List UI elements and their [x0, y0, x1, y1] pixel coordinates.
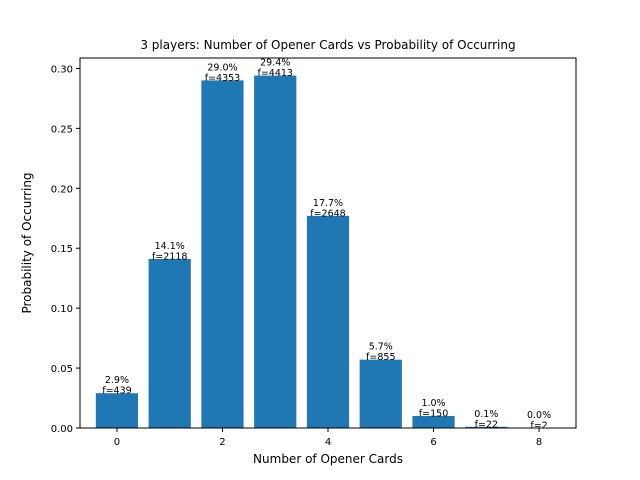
x-axis: 0 2 4 6 8: [114, 428, 542, 448]
bar-5: [359, 359, 402, 428]
bar-7: [465, 426, 508, 428]
bar-1: [148, 259, 191, 428]
bar-7-frequency-label: f=22: [475, 419, 498, 430]
bar-4-frequency-label: f=2648: [310, 208, 345, 219]
bar-1-frequency-label: f=2118: [152, 252, 187, 263]
bar-4: [306, 215, 350, 428]
bar-7-percent-label: 0.1%: [474, 409, 498, 420]
y-axis: 0.00 0.05 0.10 0.15 0.20 0.25 0.30: [51, 64, 80, 435]
y-tick-label-3: 0.15: [51, 244, 73, 255]
bar-3-percent-label: 29.4%: [260, 58, 290, 69]
x-axis-label: Number of Opener Cards: [253, 452, 403, 466]
x-tick-label-4: 4: [325, 437, 331, 448]
bar-2-frequency-label: f=4353: [205, 73, 240, 84]
bar-8-percent-label: 0.0%: [527, 410, 551, 421]
bar-0-frequency-label: f=439: [102, 386, 131, 397]
bar-6-percent-label: 1.0%: [421, 398, 445, 409]
y-tick-label-4: 0.20: [51, 184, 73, 195]
data-labels-layer: 2.9%f=439 14.1%f=2118 29.0%f=4353 29.4%f=44…: [102, 58, 551, 432]
y-tick-label-6: 0.30: [51, 64, 73, 75]
x-tick-label-8: 8: [536, 437, 542, 448]
bar-5-percent-label: 5.7%: [369, 342, 393, 353]
bar-5-frequency-label: f=855: [366, 352, 395, 363]
y-tick-label-5: 0.25: [51, 124, 73, 135]
bar-8-frequency-label: f=2: [530, 421, 547, 432]
chart-title: 3 players: Number of Opener Cards vs Pro…: [140, 38, 515, 52]
bar-1-percent-label: 14.1%: [155, 241, 185, 252]
bar-3-frequency-label: f=4413: [257, 68, 292, 79]
bar-0-percent-label: 2.9%: [105, 375, 129, 386]
bar-6: [412, 416, 455, 428]
y-tick-label-0: 0.00: [51, 424, 73, 435]
y-axis-label: Probability of Occurring: [20, 172, 34, 313]
y-tick-label-2: 0.10: [51, 304, 73, 315]
x-tick-label-2: 2: [219, 437, 225, 448]
x-tick-label-0: 0: [114, 437, 120, 448]
bar-2-percent-label: 29.0%: [207, 62, 237, 73]
y-tick-label-1: 0.05: [51, 364, 73, 375]
bar-2: [201, 80, 244, 428]
bar-6-frequency-label: f=150: [419, 409, 448, 420]
bar-0: [95, 393, 139, 428]
x-tick-label-6: 6: [430, 437, 436, 448]
bar-4-percent-label: 17.7%: [313, 198, 343, 209]
bar-3: [254, 75, 297, 429]
bars-layer: [95, 75, 508, 429]
